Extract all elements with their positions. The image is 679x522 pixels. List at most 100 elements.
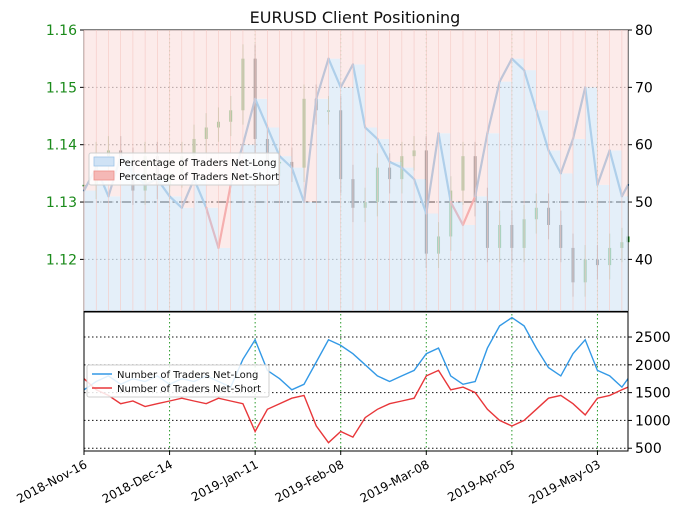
left-axis-tick-label: 1.12 (46, 252, 77, 268)
net-long-fill (352, 64, 366, 311)
net-short-fill (524, 30, 537, 71)
net-long-fill (377, 138, 390, 311)
net-short-fill (194, 30, 207, 180)
net-short-fill (560, 30, 573, 174)
right-axis-tick-label: 50 (635, 195, 653, 211)
net-short-fill (84, 30, 97, 191)
net-long-fill (316, 98, 329, 311)
net-long-fill (328, 58, 341, 312)
net-long-fill (597, 184, 610, 311)
net-long-fill (438, 133, 451, 311)
legend-label: Number of Traders Net-Long (117, 370, 258, 381)
x-axis-tick-label: 2019-Mar-08 (358, 457, 432, 505)
net-short-fill (511, 30, 525, 59)
net-short-fill (475, 30, 488, 197)
net-long-fill (609, 150, 622, 311)
legend-swatch (93, 156, 115, 167)
net-long-fill (279, 156, 292, 311)
net-long-fill (218, 247, 231, 311)
net-short-fill (218, 30, 231, 248)
right-axis-tick-label: 70 (635, 80, 653, 96)
left-axis-tick-label: 1.14 (46, 138, 77, 154)
net-long-fill (487, 133, 500, 311)
net-short-fill (597, 30, 610, 185)
net-long-fill (426, 213, 439, 311)
legend-label: Percentage of Traders Net-Long (119, 158, 277, 169)
net-long-fill (621, 196, 628, 311)
bottom-axis-tick-label: 2500 (635, 330, 671, 346)
net-long-fill (340, 87, 353, 311)
net-long-fill (84, 190, 97, 311)
net-short-fill (572, 30, 586, 139)
left-axis-tick-label: 1.13 (46, 195, 77, 211)
net-short-fill (499, 30, 512, 82)
net-long-fill (414, 179, 427, 311)
legend-box (88, 152, 280, 186)
net-long-fill (548, 150, 561, 311)
right-axis-tick-label: 80 (635, 23, 653, 39)
x-axis-tick-label: 2018-Dec-14 (100, 457, 175, 506)
legend-label: Percentage of Traders Net-Short (119, 172, 279, 183)
net-short-fill (279, 30, 292, 157)
net-short-fill (340, 30, 353, 88)
net-short-fill (621, 30, 628, 197)
net-long-fill (169, 196, 182, 311)
net-short-fill (304, 30, 317, 203)
net-long-fill (132, 173, 146, 311)
right-axis-tick-label: 40 (635, 252, 653, 268)
net-short-fill (609, 30, 622, 151)
net-short-fill (536, 30, 549, 111)
net-long-fill (230, 184, 243, 311)
legend-box (86, 364, 270, 398)
net-long-fill (450, 202, 463, 311)
net-short-fill (316, 30, 329, 99)
net-long-fill (291, 167, 305, 311)
bottom-axis-tick-label: 2000 (635, 358, 671, 374)
net-short-fill (132, 30, 146, 174)
x-axis-tick-label: 2019-Apr-05 (445, 457, 517, 504)
net-long-fill (401, 167, 415, 311)
net-long-fill (475, 196, 488, 311)
net-short-fill (328, 30, 341, 59)
net-long-fill (206, 207, 219, 311)
net-long-fill (145, 184, 158, 311)
net-long-fill (304, 202, 317, 311)
net-short-fill (401, 30, 415, 168)
net-long-fill (108, 196, 121, 311)
net-short-fill (230, 30, 243, 185)
x-axis-tick-label: 2019-May-03 (526, 457, 602, 506)
legend-label: Number of Traders Net-Short (117, 384, 261, 395)
net-short-fill (389, 30, 402, 162)
net-long-fill (157, 179, 170, 311)
net-short-fill (414, 30, 427, 180)
net-long-fill (194, 179, 207, 311)
bottom-axis-tick-label: 1500 (635, 386, 671, 402)
x-axis-tick-label: 2019-Jan-11 (189, 457, 261, 504)
net-short-fill (487, 30, 500, 134)
net-short-fill (377, 30, 390, 139)
net-long-fill (242, 144, 256, 311)
net-short-fill (145, 30, 158, 185)
net-long-fill (120, 156, 133, 311)
net-long-fill (524, 70, 537, 312)
net-short-fill (120, 30, 133, 157)
x-axis-tick-label: 2019-Feb-08 (273, 457, 346, 505)
net-short-count-line (83, 369, 629, 444)
net-long-fill (181, 207, 195, 311)
net-long-fill (560, 173, 573, 311)
bottom-axis-tick-label: 500 (635, 441, 662, 457)
net-long-fill (365, 127, 378, 311)
net-long-fill (511, 58, 525, 312)
top-legend: Percentage of Traders Net-Long Percentage… (88, 152, 280, 186)
net-long-fill (389, 161, 402, 311)
net-long-fill (572, 138, 586, 311)
left-axis-tick-label: 1.15 (46, 80, 77, 96)
net-short-fill (352, 30, 366, 65)
net-short-fill (255, 30, 268, 99)
net-long-fill (255, 98, 268, 311)
net-long-fill (499, 81, 512, 311)
bottom-panel-frame (83, 311, 629, 452)
net-long-fill (536, 110, 549, 312)
